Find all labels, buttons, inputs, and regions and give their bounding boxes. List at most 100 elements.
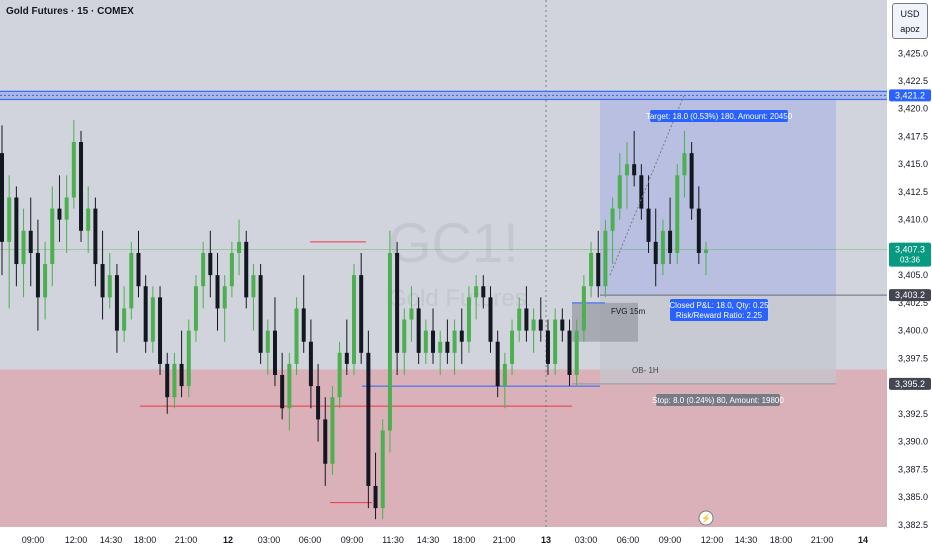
candle-body[interactable] xyxy=(581,286,586,331)
candle-body[interactable] xyxy=(510,330,515,364)
candle-body[interactable] xyxy=(538,319,543,331)
candle-body[interactable] xyxy=(337,352,342,398)
candle-body[interactable] xyxy=(193,286,198,331)
candle-body[interactable] xyxy=(431,330,436,353)
candle-body[interactable] xyxy=(524,308,529,331)
candle-body[interactable] xyxy=(689,153,694,209)
candle-body[interactable] xyxy=(517,308,522,331)
candle-body[interactable] xyxy=(64,197,69,220)
candle-body[interactable] xyxy=(172,363,177,398)
candle-body[interactable] xyxy=(452,330,457,353)
candle-body[interactable] xyxy=(402,319,407,353)
candle-body[interactable] xyxy=(186,330,191,387)
candle-body[interactable] xyxy=(280,375,285,409)
candle-body[interactable] xyxy=(553,319,558,364)
candle-body[interactable] xyxy=(265,330,270,353)
candle-body[interactable] xyxy=(344,352,349,364)
candle-body[interactable] xyxy=(100,264,105,298)
candle-body[interactable] xyxy=(129,252,134,309)
candle-body[interactable] xyxy=(359,275,364,353)
candle-body[interactable] xyxy=(237,241,242,253)
candle-body[interactable] xyxy=(79,142,84,231)
candle-body[interactable] xyxy=(244,241,249,298)
candle-body[interactable] xyxy=(531,319,536,331)
candle-body[interactable] xyxy=(466,297,471,342)
candle-body[interactable] xyxy=(395,252,400,353)
candle-body[interactable] xyxy=(143,286,148,342)
candle-body[interactable] xyxy=(28,230,33,253)
candle-body[interactable] xyxy=(502,363,507,387)
candle-body[interactable] xyxy=(201,252,206,287)
candle-body[interactable] xyxy=(639,175,644,209)
candle-body[interactable] xyxy=(387,252,392,431)
candle-body[interactable] xyxy=(653,241,658,265)
candle-body[interactable] xyxy=(14,197,19,265)
candle-body[interactable] xyxy=(675,175,680,253)
candle-body[interactable] xyxy=(7,197,12,242)
candle-body[interactable] xyxy=(481,286,486,298)
candle-body[interactable] xyxy=(57,208,62,220)
candle-body[interactable] xyxy=(215,275,220,309)
candle-body[interactable] xyxy=(366,352,371,486)
candle-body[interactable] xyxy=(93,208,98,265)
candle-body[interactable] xyxy=(208,252,213,276)
candle-body[interactable] xyxy=(251,275,256,298)
candle-body[interactable] xyxy=(0,153,4,242)
candle-body[interactable] xyxy=(150,297,155,342)
lightning-icon[interactable] xyxy=(698,510,714,526)
time-axis[interactable] xyxy=(0,527,887,550)
candle-body[interactable] xyxy=(316,386,321,420)
candle-body[interactable] xyxy=(589,252,594,287)
candle-body[interactable] xyxy=(50,208,55,265)
candle-body[interactable] xyxy=(107,275,112,298)
candle-body[interactable] xyxy=(114,275,119,331)
candle-body[interactable] xyxy=(560,319,565,331)
candle-body[interactable] xyxy=(624,164,629,176)
candle-body[interactable] xyxy=(660,230,665,265)
candle-body[interactable] xyxy=(373,485,378,509)
candle-body[interactable] xyxy=(474,286,479,298)
candle-body[interactable] xyxy=(158,297,163,364)
candle-body[interactable] xyxy=(330,397,335,464)
candle-body[interactable] xyxy=(43,264,48,298)
candle-body[interactable] xyxy=(646,208,651,242)
currency-button[interactable]: USD apoz xyxy=(892,3,928,39)
candle-body[interactable] xyxy=(696,208,701,253)
candle-body[interactable] xyxy=(380,430,385,509)
candle-body[interactable] xyxy=(445,341,450,353)
candle-body[interactable] xyxy=(287,363,292,409)
candle-body[interactable] xyxy=(308,341,313,387)
candle-body[interactable] xyxy=(352,275,356,364)
candle-body[interactable] xyxy=(610,208,615,231)
candle-body[interactable] xyxy=(438,341,443,353)
candle-body[interactable] xyxy=(416,308,421,353)
candle-body[interactable] xyxy=(179,363,184,387)
candle-body[interactable] xyxy=(459,330,464,342)
candle-body[interactable] xyxy=(222,286,227,309)
candle-body[interactable] xyxy=(704,249,708,253)
candle-body[interactable] xyxy=(165,363,170,398)
candle-body[interactable] xyxy=(229,252,234,287)
symbol-header[interactable]: Gold Futures · 15 · COMEX xyxy=(6,6,134,17)
stop-label-box[interactable] xyxy=(656,394,780,406)
candle-body[interactable] xyxy=(272,330,277,376)
candle-body[interactable] xyxy=(35,252,40,298)
closed-label-box[interactable] xyxy=(670,299,768,321)
candle-body[interactable] xyxy=(86,208,91,231)
candle-body[interactable] xyxy=(71,142,76,198)
candle-body[interactable] xyxy=(258,275,263,353)
candle-body[interactable] xyxy=(596,252,601,287)
candle-body[interactable] xyxy=(545,330,550,364)
candle-body[interactable] xyxy=(423,330,428,353)
candle-body[interactable] xyxy=(21,230,26,265)
candle-body[interactable] xyxy=(682,153,687,176)
candle-body[interactable] xyxy=(567,330,572,376)
candle-body[interactable] xyxy=(488,297,493,342)
candle-body[interactable] xyxy=(301,308,306,342)
target-label-box[interactable] xyxy=(650,110,788,122)
candle-body[interactable] xyxy=(603,230,608,287)
candle-body[interactable] xyxy=(617,175,622,209)
candle-body[interactable] xyxy=(668,230,673,253)
candle-body[interactable] xyxy=(495,341,500,387)
candle-body[interactable] xyxy=(323,419,328,464)
